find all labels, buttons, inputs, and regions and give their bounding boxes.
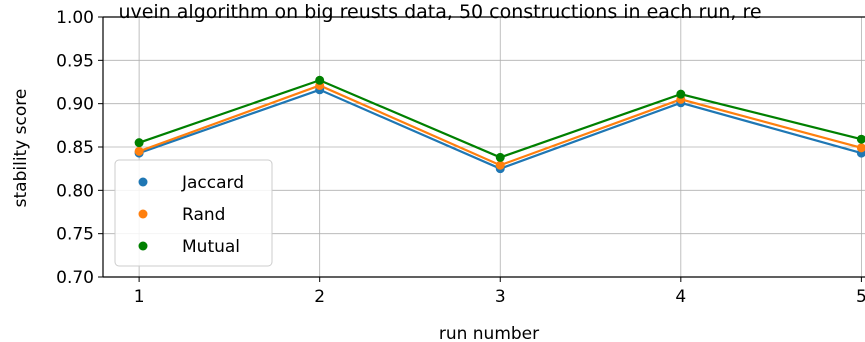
y-tick-label: 0.80 bbox=[56, 181, 94, 201]
y-tick-label: 0.90 bbox=[56, 95, 94, 115]
chart-title: uvein algorithm on big reusts data, 50 c… bbox=[118, 1, 761, 23]
legend-label-rand: Rand bbox=[182, 205, 225, 225]
x-tick-label: 5 bbox=[856, 287, 865, 307]
point-mutual bbox=[676, 89, 686, 99]
legend: Jaccard Rand Mutual bbox=[114, 159, 273, 267]
legend-box bbox=[114, 159, 273, 267]
x-tick-label: 4 bbox=[675, 287, 686, 307]
x-axis-label: run number bbox=[439, 324, 539, 342]
y-tick-label: 0.95 bbox=[56, 51, 94, 71]
point-mutual bbox=[315, 75, 325, 85]
x-tick-label: 1 bbox=[134, 287, 145, 307]
y-tick-label: 1.00 bbox=[56, 8, 94, 28]
x-tick-label: 3 bbox=[495, 287, 506, 307]
y-tick-label: 0.70 bbox=[56, 268, 94, 288]
legend-marker-mutual bbox=[138, 241, 148, 251]
point-mutual bbox=[134, 138, 144, 148]
legend-marker-rand bbox=[138, 209, 148, 219]
point-mutual bbox=[495, 152, 505, 162]
point-rand bbox=[134, 146, 144, 156]
x-tick-label: 2 bbox=[314, 287, 325, 307]
axes: 0.70 0.75 0.80 0.85 0.90 0.95 1.00 1 2 3 4 5 bbox=[56, 8, 865, 307]
legend-label-mutual: Mutual bbox=[182, 237, 240, 257]
point-rand bbox=[856, 143, 865, 153]
y-axis-label: stability score bbox=[11, 89, 31, 208]
legend-label-jaccard: Jaccard bbox=[181, 173, 244, 193]
legend-marker-jaccard bbox=[138, 177, 148, 187]
y-tick-label: 0.75 bbox=[56, 225, 94, 245]
series-layer bbox=[134, 75, 865, 174]
point-rand bbox=[495, 160, 505, 170]
y-tick-label: 0.85 bbox=[56, 138, 94, 158]
point-mutual bbox=[856, 134, 865, 144]
